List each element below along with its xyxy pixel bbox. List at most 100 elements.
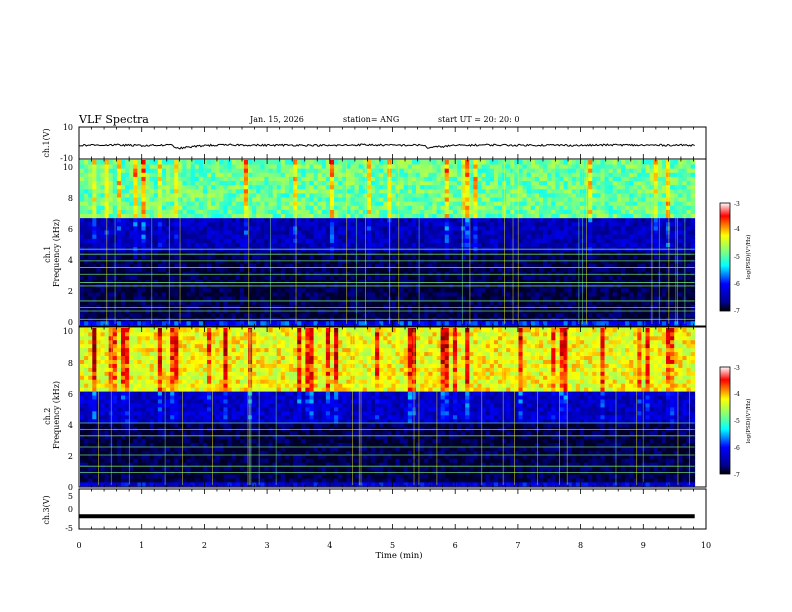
spectrogram-cell [153, 238, 159, 243]
spectrogram-cell [411, 238, 417, 243]
spectrogram-cell [448, 279, 454, 285]
spectrogram-cell [243, 213, 249, 219]
spectrogram-cell [510, 205, 515, 210]
spectrogram-cell [518, 197, 523, 202]
spectrogram-cell [125, 230, 130, 235]
spectrogram-cell [452, 312, 458, 318]
spectrogram-cell [362, 230, 368, 235]
spectrogram-cell [362, 213, 368, 219]
spectrogram-cell [174, 164, 179, 169]
spectrogram-cell [543, 205, 548, 210]
spectrogram-cell [256, 221, 261, 227]
spectrogram-cell [506, 205, 511, 210]
spectrogram-cell [575, 320, 581, 326]
spectrogram-cell [403, 254, 409, 260]
spectrogram-cell [293, 254, 298, 260]
spectrogram-cell [153, 168, 159, 173]
spectrogram-cell [145, 300, 151, 305]
spectrogram-cell [129, 188, 134, 194]
spectrogram-cell [141, 320, 146, 326]
spectrogram-cell [534, 164, 540, 169]
spectrogram-cell [440, 230, 446, 235]
spectrogram-cell [145, 160, 151, 165]
spectrogram-cell [301, 296, 306, 301]
spectrogram-cell [432, 300, 437, 305]
spectrogram-cell [219, 226, 224, 231]
spectrogram-cell [219, 234, 224, 239]
spectrogram-cell [260, 176, 265, 182]
spectrogram-cell [88, 226, 93, 231]
spectrogram-cell [530, 160, 536, 165]
spectrogram-cell [448, 209, 454, 215]
spectrogram-cell [526, 164, 532, 169]
spectrogram-cell [305, 205, 310, 210]
spectrogram-cell [530, 201, 536, 206]
spectrogram-cell [514, 209, 519, 215]
spectrogram-cell [350, 254, 355, 260]
spectrogram-cell [235, 193, 241, 198]
spectrogram-cell [325, 160, 331, 165]
spectrogram-cell [530, 312, 536, 318]
spectrogram-cell [211, 205, 216, 210]
spectrogram-cell [551, 217, 556, 223]
spectrogram-cell [383, 279, 388, 285]
spectrogram-cell [338, 193, 343, 198]
spectrogram-cell [379, 300, 384, 305]
spectrogram-cell [436, 168, 442, 173]
spectrogram-cell [444, 263, 450, 268]
spectrogram-cell [329, 226, 335, 231]
spectrogram-cell [383, 254, 388, 260]
spectrogram-cell [186, 242, 192, 248]
spectrogram-cell [141, 287, 146, 293]
spectrogram-cell [301, 184, 306, 190]
spectrogram-cell [530, 234, 536, 239]
spectrogram-cell [399, 184, 405, 190]
spectrogram-cell [452, 217, 458, 223]
spectrogram-cell [571, 300, 577, 305]
spectrogram-cell [153, 180, 159, 186]
spectrogram-cell [370, 263, 376, 268]
spectrogram-cell [166, 238, 171, 243]
spectrogram-cell [141, 193, 146, 198]
spectrogram-cell [416, 312, 421, 318]
spectrogram-cell [493, 164, 499, 169]
spectrogram-cell [555, 184, 560, 190]
spectrogram-cell [489, 205, 495, 210]
spectrogram-cell [448, 201, 454, 206]
spectrogram-cell [571, 221, 577, 227]
spectrogram-cell [178, 263, 183, 268]
spectrogram-cell [506, 213, 511, 219]
spectrogram-cell [428, 238, 433, 243]
spectrogram-cell [227, 201, 233, 206]
spectrogram-cell [534, 296, 540, 301]
spectrogram-cell [477, 238, 483, 243]
spectrogram-cell [543, 292, 548, 297]
spectrogram-cell [129, 271, 134, 276]
spectrogram-cell [88, 242, 93, 248]
spectrogram-cell [284, 312, 290, 318]
spectrogram-cell [481, 213, 487, 219]
spectrogram-cell [477, 226, 483, 231]
spectrogram-cell [379, 250, 384, 256]
spectrogram-cell [170, 172, 175, 177]
spectrogram-cell [530, 180, 536, 186]
spectrogram-cell [366, 242, 372, 248]
spectrogram-cell [223, 221, 228, 227]
ch1-spectrogram-image [80, 160, 696, 326]
spectrogram-cell [567, 221, 573, 227]
spectrogram-cell [321, 254, 327, 260]
spectrogram-cell [370, 172, 376, 177]
spectrogram-cell [358, 254, 364, 260]
spectrogram-cell [243, 238, 249, 243]
spectrogram-cell [506, 184, 511, 190]
spectrogram-cell [248, 197, 253, 202]
spectrogram-cell [174, 320, 179, 326]
spectrogram-cell [317, 188, 323, 194]
spectrogram-cell [506, 209, 511, 215]
spectrogram-cell [457, 267, 462, 272]
spectrogram-cell [346, 168, 351, 173]
spectrogram-cell [194, 193, 200, 198]
spectrogram-cell [88, 300, 93, 305]
spectrogram-cell [129, 300, 134, 305]
spectrogram-cell [551, 320, 556, 326]
